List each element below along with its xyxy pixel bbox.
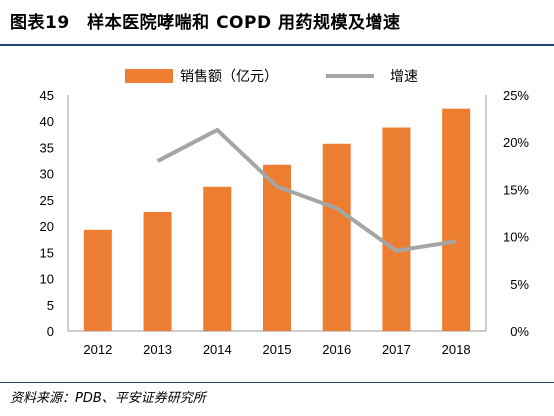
bar [263,164,291,331]
figure-title: 图表19 样本医院哮喘和 COPD 用药规模及增速 [10,13,401,33]
growth-line [156,127,457,253]
figure-header: 图表19 样本医院哮喘和 COPD 用药规模及增速 [0,0,554,46]
left-tick-label: 45 [40,88,54,103]
chart-area: 销售额（亿元） 增速 2012 2013 2014 2015 2016 2017 2018 0… [0,48,554,378]
bar [203,186,232,331]
legend-bar-swatch [125,69,173,83]
left-tick-label: 5 [47,298,54,313]
x-tick-label: 2016 [322,342,351,357]
left-tick-label: 15 [40,245,54,260]
bar [143,211,172,331]
x-tick-label: 2014 [203,342,232,357]
footer-divider [0,382,554,383]
right-tick-label: 25% [503,88,529,103]
bar [382,127,411,331]
bar [83,229,112,331]
legend: 销售额（亿元） 增速 [125,69,418,85]
left-axis-labels: 0 5 10 15 20 25 30 35 40 45 [40,88,54,339]
right-tick-label: 15% [503,182,529,197]
x-tick-label: 2017 [382,342,411,357]
left-tick-label: 20 [40,219,54,234]
legend-line-label: 增速 [390,69,418,85]
title-divider [0,44,554,46]
left-tick-label: 35 [40,140,54,155]
bar [442,108,471,331]
line-series [156,127,457,253]
right-tick-label: 0% [510,324,529,339]
bar-series [83,108,471,331]
x-tick-label: 2015 [263,342,292,357]
left-tick-label: 25 [40,193,54,208]
left-tick-label: 10 [40,272,54,287]
right-tick-label: 5% [510,277,529,292]
legend-bar-label: 销售额（亿元） [180,69,278,85]
left-tick-label: 30 [40,167,54,182]
x-tick-label: 2013 [143,342,172,357]
left-tick-label: 0 [47,324,54,339]
right-tick-label: 10% [503,230,529,245]
left-tick-label: 40 [40,114,54,129]
x-tick-label: 2018 [442,342,471,357]
bar-line-chart: 销售额（亿元） 增速 2012 2013 2014 2015 2016 2017 2018 0… [40,69,529,357]
x-tick-label: 2012 [83,342,112,357]
bar [322,143,351,331]
x-axis-labels: 2012 2013 2014 2015 2016 2017 2018 [83,342,470,357]
right-tick-label: 20% [503,135,529,150]
source-note: 资料来源：PDB、平安证券研究所 [10,391,206,406]
right-axis-labels: 0% 5% 10% 15% 20% 25% [503,88,529,339]
